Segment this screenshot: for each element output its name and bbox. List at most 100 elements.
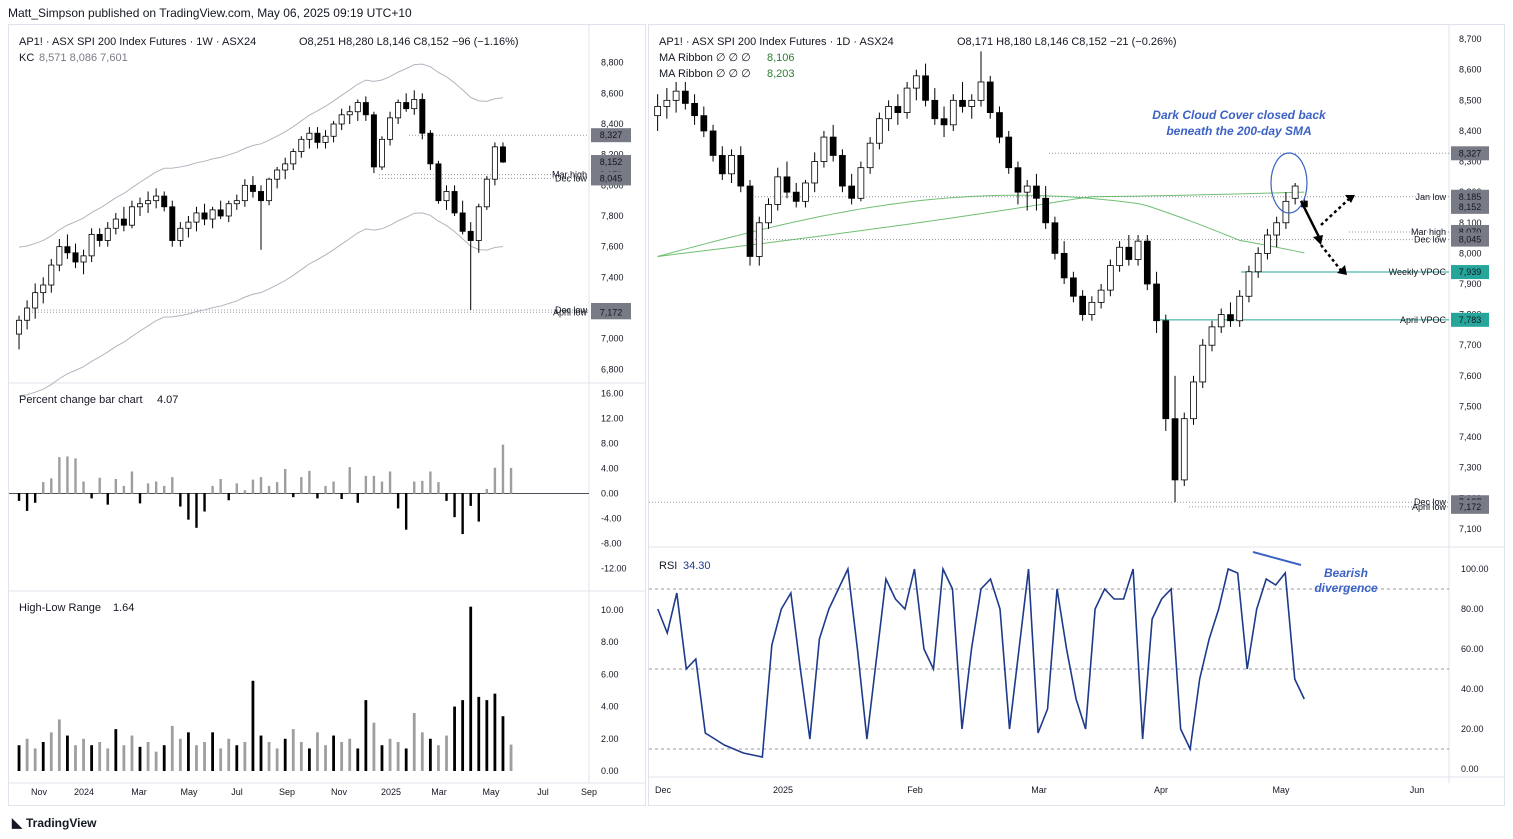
pct-bar[interactable]	[219, 478, 222, 494]
daily-candle-body[interactable]	[1023, 185, 1031, 193]
pct-bar[interactable]	[106, 493, 109, 505]
pct-bar[interactable]	[413, 481, 416, 494]
high-low-bar[interactable]	[235, 745, 239, 771]
daily-candle-body[interactable]	[1125, 246, 1133, 260]
pct-bar[interactable]	[163, 485, 166, 494]
high-low-bar[interactable]	[154, 751, 158, 771]
weekly-candle-body[interactable]	[64, 246, 71, 254]
pct-bar[interactable]	[469, 493, 472, 506]
pct-bar[interactable]	[461, 493, 464, 535]
pct-bar[interactable]	[437, 482, 440, 494]
high-low-bar[interactable]	[49, 732, 53, 771]
pct-bar[interactable]	[259, 477, 263, 494]
daily-candle-body[interactable]	[857, 167, 865, 199]
rsi-line[interactable]	[657, 566, 1305, 758]
pct-bar[interactable]	[332, 481, 335, 494]
daily-candle-body[interactable]	[1042, 197, 1050, 224]
high-low-bar[interactable]	[33, 748, 37, 771]
pct-bar[interactable]	[179, 493, 182, 507]
pct-bar[interactable]	[187, 493, 190, 520]
downside-dotted-arrow[interactable]	[1320, 244, 1344, 274]
weekly-candle-body[interactable]	[48, 264, 55, 286]
weekly-candle-body[interactable]	[177, 227, 184, 241]
high-low-bar[interactable]	[203, 742, 206, 771]
pct-bar[interactable]	[485, 489, 489, 494]
weekly-chart-svg[interactable]: AP1! · ASX SPI 200 Index Futures · 1W · …	[9, 25, 645, 805]
pct-bar[interactable]	[171, 477, 174, 494]
high-low-bar[interactable]	[348, 738, 352, 771]
high-low-bar[interactable]	[307, 748, 311, 771]
weekly-candle-body[interactable]	[483, 178, 490, 208]
weekly-candle-body[interactable]	[193, 212, 200, 223]
high-low-bar[interactable]	[469, 606, 473, 771]
pct-bar[interactable]	[58, 457, 61, 494]
pct-bar[interactable]	[421, 480, 424, 494]
pct-bar[interactable]	[251, 479, 255, 494]
daily-candle-body[interactable]	[940, 118, 948, 126]
pct-bar[interactable]	[90, 493, 93, 499]
weekly-candle-body[interactable]	[395, 102, 402, 119]
daily-candle-body[interactable]	[1097, 289, 1105, 303]
weekly-candle-body[interactable]	[201, 212, 208, 220]
pct-bar[interactable]	[203, 493, 206, 512]
pct-bar[interactable]	[453, 493, 456, 518]
daily-candle-body[interactable]	[783, 176, 791, 193]
weekly-candle-body[interactable]	[459, 212, 466, 232]
weekly-candle-body[interactable]	[56, 246, 63, 266]
high-low-bar[interactable]	[412, 713, 416, 771]
weekly-candle-body[interactable]	[290, 151, 297, 165]
weekly-candle-body[interactable]	[451, 191, 458, 214]
high-low-bar[interactable]	[291, 729, 295, 771]
high-low-bar[interactable]	[251, 680, 255, 771]
high-low-bar[interactable]	[74, 745, 77, 771]
daily-candle-body[interactable]	[1208, 326, 1216, 346]
daily-chart-svg[interactable]: AP1! · ASX SPI 200 Index Futures · 1D · …	[649, 25, 1504, 805]
weekly-candle-body[interactable]	[161, 195, 168, 208]
high-low-bar[interactable]	[25, 738, 29, 771]
weekly-candle-body[interactable]	[282, 163, 289, 171]
daily-candle-body[interactable]	[986, 81, 994, 113]
high-low-bar[interactable]	[509, 744, 513, 771]
pct-bar[interactable]	[82, 481, 85, 494]
weekly-candle-body[interactable]	[72, 252, 79, 263]
daily-candle-body[interactable]	[829, 136, 837, 156]
daily-candle-body[interactable]	[765, 204, 772, 224]
weekly-candle-body[interactable]	[104, 227, 111, 241]
pct-bar[interactable]	[17, 493, 21, 501]
high-low-bar[interactable]	[227, 738, 231, 771]
daily-candle-body[interactable]	[968, 99, 976, 107]
weekly-candle-body[interactable]	[32, 292, 39, 309]
pct-bar[interactable]	[477, 493, 480, 522]
daily-candle-body[interactable]	[949, 99, 957, 126]
daily-candle-body[interactable]	[746, 185, 754, 257]
weekly-candle-body[interactable]	[137, 203, 143, 208]
weekly-candle-body[interactable]	[491, 146, 498, 180]
high-low-bar[interactable]	[187, 732, 190, 771]
pct-bar[interactable]	[25, 493, 29, 511]
weekly-candle-body[interactable]	[330, 123, 337, 137]
high-low-bar[interactable]	[122, 745, 126, 771]
daily-candle-body[interactable]	[839, 155, 846, 187]
pct-bar[interactable]	[348, 467, 351, 494]
weekly-candle-body[interactable]	[435, 163, 442, 202]
daily-candle-body[interactable]	[820, 136, 828, 162]
daily-candle-body[interactable]	[885, 106, 892, 120]
high-low-bar[interactable]	[66, 735, 69, 771]
weekly-candle-body[interactable]	[24, 307, 31, 321]
pct-bar[interactable]	[122, 485, 126, 494]
daily-candle-body[interactable]	[755, 222, 763, 257]
upside-dotted-arrow[interactable]	[1320, 198, 1350, 226]
daily-candle-body[interactable]	[1033, 185, 1040, 199]
daily-candle-body[interactable]	[1190, 381, 1197, 420]
daily-candle-body[interactable]	[1254, 252, 1262, 273]
high-low-bar[interactable]	[146, 742, 150, 771]
daily-candle-body[interactable]	[1005, 136, 1013, 169]
pct-bar[interactable]	[138, 493, 142, 504]
high-low-bar[interactable]	[461, 700, 465, 771]
weekly-candle-body[interactable]	[419, 99, 426, 134]
weekly-candle-body[interactable]	[370, 114, 377, 168]
weekly-candle-body[interactable]	[233, 200, 240, 205]
pct-bar[interactable]	[292, 493, 295, 498]
daily-candle-body[interactable]	[894, 106, 902, 113]
weekly-candle-body[interactable]	[80, 255, 87, 263]
